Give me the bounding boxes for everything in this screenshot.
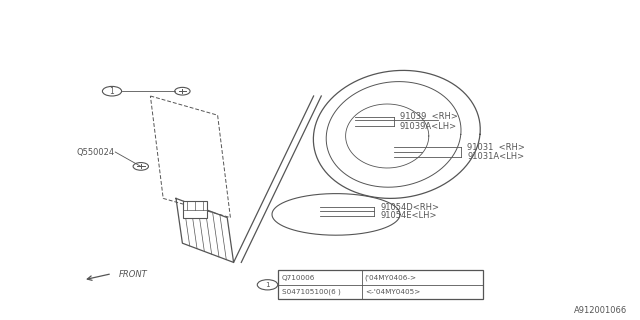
Text: 91039A<LH>: 91039A<LH> (400, 122, 457, 131)
Text: 1: 1 (265, 282, 270, 288)
Text: 91031A<LH>: 91031A<LH> (467, 152, 524, 161)
Text: 91031  <RH>: 91031 <RH> (467, 143, 525, 152)
Text: Q710006: Q710006 (282, 275, 315, 281)
Text: <-'04MY0405>: <-'04MY0405> (365, 289, 420, 295)
Text: 91039  <RH>: 91039 <RH> (400, 112, 458, 121)
Bar (278, 270, 483, 299)
Text: FRONT: FRONT (118, 270, 147, 279)
Text: Q550024: Q550024 (77, 148, 115, 156)
Text: A912001066: A912001066 (574, 306, 627, 315)
Bar (183, 201, 207, 219)
Text: 1: 1 (109, 87, 115, 96)
Text: S047105100(6 ): S047105100(6 ) (282, 289, 340, 295)
Text: 91054D<RH>: 91054D<RH> (381, 203, 440, 212)
Text: ('04MY0406->: ('04MY0406-> (365, 274, 417, 281)
Text: 91054E<LH>: 91054E<LH> (381, 212, 437, 220)
